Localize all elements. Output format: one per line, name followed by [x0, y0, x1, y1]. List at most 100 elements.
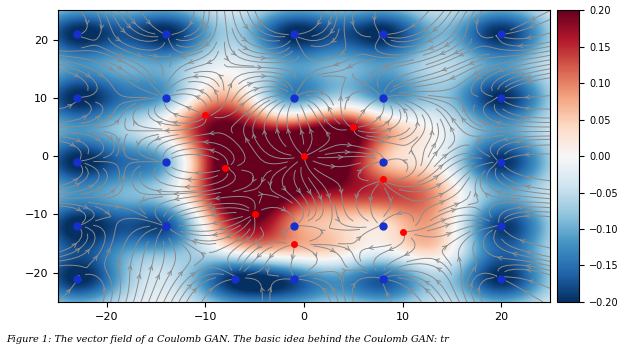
- FancyArrowPatch shape: [409, 150, 413, 154]
- FancyArrowPatch shape: [104, 288, 107, 292]
- FancyArrowPatch shape: [116, 138, 120, 142]
- FancyArrowPatch shape: [339, 96, 342, 101]
- FancyArrowPatch shape: [476, 288, 480, 292]
- FancyArrowPatch shape: [85, 20, 89, 24]
- FancyArrowPatch shape: [518, 205, 522, 209]
- FancyArrowPatch shape: [204, 140, 208, 144]
- FancyArrowPatch shape: [115, 204, 120, 208]
- FancyArrowPatch shape: [520, 240, 525, 244]
- FancyArrowPatch shape: [99, 72, 104, 77]
- FancyArrowPatch shape: [252, 177, 256, 181]
- FancyArrowPatch shape: [510, 200, 515, 204]
- FancyArrowPatch shape: [242, 37, 247, 42]
- FancyArrowPatch shape: [205, 25, 209, 29]
- FancyArrowPatch shape: [246, 138, 249, 142]
- FancyArrowPatch shape: [268, 181, 272, 186]
- FancyArrowPatch shape: [520, 73, 524, 76]
- FancyArrowPatch shape: [527, 268, 531, 272]
- FancyArrowPatch shape: [527, 251, 531, 255]
- FancyArrowPatch shape: [526, 176, 531, 179]
- FancyArrowPatch shape: [454, 50, 459, 54]
- FancyArrowPatch shape: [95, 116, 100, 120]
- FancyArrowPatch shape: [341, 50, 346, 54]
- FancyArrowPatch shape: [403, 109, 408, 113]
- FancyArrowPatch shape: [259, 192, 263, 196]
- FancyArrowPatch shape: [214, 90, 218, 94]
- FancyArrowPatch shape: [66, 289, 70, 294]
- FancyArrowPatch shape: [332, 288, 336, 292]
- FancyArrowPatch shape: [428, 38, 433, 42]
- FancyArrowPatch shape: [70, 142, 75, 146]
- FancyArrowPatch shape: [429, 46, 434, 49]
- FancyArrowPatch shape: [331, 164, 335, 168]
- FancyArrowPatch shape: [207, 60, 212, 64]
- FancyArrowPatch shape: [434, 175, 439, 180]
- FancyArrowPatch shape: [195, 96, 200, 100]
- FancyArrowPatch shape: [173, 121, 177, 125]
- FancyArrowPatch shape: [525, 291, 530, 295]
- FancyArrowPatch shape: [324, 118, 328, 122]
- FancyArrowPatch shape: [459, 52, 464, 56]
- FancyArrowPatch shape: [525, 214, 529, 218]
- FancyArrowPatch shape: [115, 120, 118, 124]
- FancyArrowPatch shape: [326, 132, 330, 136]
- FancyArrowPatch shape: [442, 246, 447, 250]
- FancyArrowPatch shape: [445, 43, 450, 46]
- FancyArrowPatch shape: [397, 211, 402, 214]
- FancyArrowPatch shape: [282, 231, 286, 235]
- FancyArrowPatch shape: [282, 207, 287, 211]
- FancyArrowPatch shape: [76, 138, 81, 142]
- FancyArrowPatch shape: [154, 54, 159, 58]
- FancyArrowPatch shape: [212, 213, 216, 217]
- FancyArrowPatch shape: [436, 268, 442, 272]
- FancyArrowPatch shape: [75, 183, 80, 187]
- FancyArrowPatch shape: [209, 131, 214, 135]
- FancyArrowPatch shape: [260, 288, 264, 292]
- FancyArrowPatch shape: [97, 186, 102, 191]
- FancyArrowPatch shape: [525, 95, 529, 99]
- FancyArrowPatch shape: [117, 58, 122, 61]
- FancyArrowPatch shape: [198, 42, 202, 45]
- FancyArrowPatch shape: [187, 178, 191, 182]
- FancyArrowPatch shape: [137, 274, 141, 279]
- FancyArrowPatch shape: [307, 189, 311, 194]
- FancyArrowPatch shape: [175, 197, 179, 201]
- FancyArrowPatch shape: [261, 56, 266, 60]
- FancyArrowPatch shape: [72, 243, 76, 247]
- FancyArrowPatch shape: [208, 288, 213, 293]
- FancyArrowPatch shape: [357, 170, 362, 174]
- FancyArrowPatch shape: [527, 75, 531, 79]
- FancyArrowPatch shape: [482, 121, 487, 126]
- FancyArrowPatch shape: [254, 87, 259, 91]
- FancyArrowPatch shape: [339, 155, 342, 159]
- FancyArrowPatch shape: [190, 20, 194, 25]
- FancyArrowPatch shape: [317, 20, 321, 24]
- FancyArrowPatch shape: [369, 246, 373, 249]
- FancyArrowPatch shape: [310, 129, 313, 134]
- FancyArrowPatch shape: [236, 237, 241, 241]
- FancyArrowPatch shape: [408, 289, 413, 293]
- FancyArrowPatch shape: [196, 153, 200, 156]
- FancyArrowPatch shape: [137, 53, 142, 57]
- FancyArrowPatch shape: [425, 281, 430, 285]
- FancyArrowPatch shape: [451, 209, 456, 212]
- FancyArrowPatch shape: [86, 73, 91, 78]
- FancyArrowPatch shape: [262, 178, 265, 182]
- FancyArrowPatch shape: [477, 137, 482, 142]
- FancyArrowPatch shape: [155, 136, 161, 140]
- FancyArrowPatch shape: [73, 178, 78, 183]
- FancyArrowPatch shape: [275, 129, 279, 133]
- FancyArrowPatch shape: [220, 226, 225, 230]
- FancyArrowPatch shape: [224, 56, 228, 60]
- FancyArrowPatch shape: [105, 210, 109, 214]
- FancyArrowPatch shape: [252, 134, 256, 138]
- FancyArrowPatch shape: [157, 121, 162, 125]
- FancyArrowPatch shape: [372, 16, 376, 20]
- FancyArrowPatch shape: [326, 193, 330, 198]
- FancyArrowPatch shape: [189, 60, 193, 63]
- FancyArrowPatch shape: [239, 103, 244, 108]
- FancyArrowPatch shape: [215, 196, 220, 200]
- FancyArrowPatch shape: [526, 79, 531, 83]
- FancyArrowPatch shape: [497, 122, 501, 125]
- FancyArrowPatch shape: [499, 68, 504, 71]
